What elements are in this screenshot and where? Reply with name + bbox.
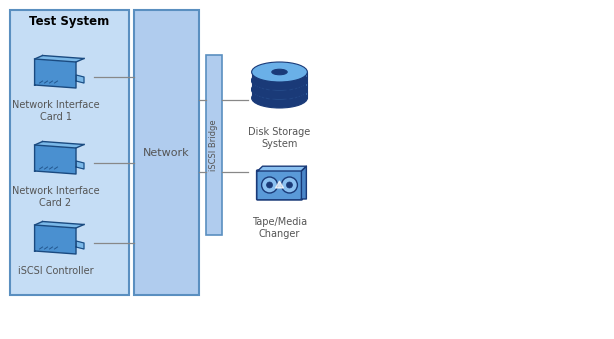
Bar: [252, 72, 308, 80]
Polygon shape: [34, 141, 84, 148]
Polygon shape: [76, 75, 84, 83]
Polygon shape: [34, 59, 76, 88]
Circle shape: [266, 182, 273, 188]
Circle shape: [262, 177, 278, 193]
Ellipse shape: [252, 79, 308, 99]
Ellipse shape: [252, 71, 308, 91]
Text: Test System: Test System: [29, 16, 109, 28]
Circle shape: [287, 182, 292, 188]
Polygon shape: [34, 221, 84, 228]
Text: iSCSI Bridge: iSCSI Bridge: [209, 119, 219, 171]
Polygon shape: [34, 145, 76, 174]
Polygon shape: [258, 166, 306, 171]
Bar: [134, 10, 199, 295]
Polygon shape: [301, 166, 306, 199]
Text: Network Interface
Card 1: Network Interface Card 1: [12, 100, 99, 122]
Polygon shape: [76, 241, 84, 249]
Polygon shape: [276, 181, 284, 188]
Text: Network: Network: [143, 147, 190, 158]
Ellipse shape: [252, 80, 308, 100]
Circle shape: [281, 177, 297, 193]
Polygon shape: [34, 225, 76, 254]
Bar: [252, 81, 308, 89]
Polygon shape: [34, 56, 84, 62]
Text: Disk Storage
System: Disk Storage System: [249, 127, 311, 148]
Text: Tape/Media
Changer: Tape/Media Changer: [252, 217, 307, 239]
Polygon shape: [76, 161, 84, 169]
Bar: [252, 90, 308, 98]
Text: iSCSI Controller: iSCSI Controller: [18, 266, 93, 276]
Ellipse shape: [252, 62, 308, 82]
Ellipse shape: [272, 69, 287, 75]
FancyBboxPatch shape: [257, 170, 302, 200]
Text: Network Interface
Card 2: Network Interface Card 2: [12, 186, 99, 207]
Bar: [206, 55, 222, 235]
Ellipse shape: [252, 88, 308, 108]
Bar: [10, 10, 129, 295]
Ellipse shape: [252, 70, 308, 90]
